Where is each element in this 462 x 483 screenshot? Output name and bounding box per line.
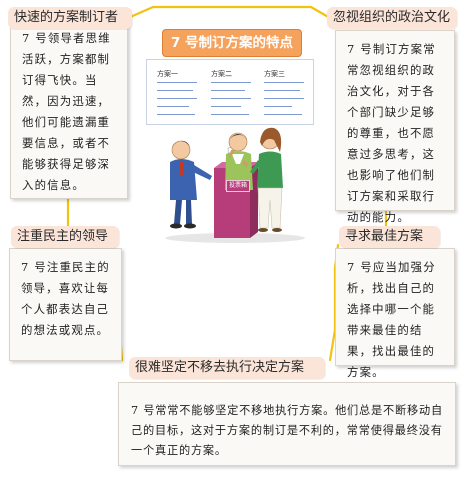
man-left-figure: [170, 140, 212, 229]
doc-line: [264, 90, 300, 92]
doc-line: [157, 106, 189, 108]
card-democratic-leader: 7 号注重民主的领导，喜欢让每个人都表达自己的想法或观点。: [9, 248, 122, 361]
doc-line: [211, 106, 241, 108]
card-hard-to-execute: 7 号常常不能够坚定不移地执行方案。他们总是不断移动自己的目标，这对于方案的制订…: [118, 382, 456, 466]
doc-line: [264, 82, 304, 84]
card-fast-planner: 7 号领导者思维活跃，方案都制订得飞快。当然，因为迅速，他们可能遗漏重要信息，或…: [10, 19, 128, 199]
card-ignore-politics: 7 号制订方案常常忽视组织的政治文化，对于各个部门缺少足够的尊重，也不愿意过多思…: [335, 30, 455, 224]
doc-column-3: 方案三: [264, 70, 285, 78]
doc-column-1: 方案一: [157, 70, 178, 78]
card-ignore-politics-text: 7 号制订方案常常忽视组织的政治文化，对于各个部门缺少足够的尊重，也不愿意过多思…: [347, 42, 436, 224]
doc-line: [157, 114, 195, 116]
doc-line: [211, 98, 251, 100]
doc-line: [264, 106, 292, 108]
tag-democratic-leader: 注重民主的领导: [11, 226, 119, 248]
doc-line: [211, 90, 245, 92]
card-fast-planner-text: 7 号领导者思维活跃，方案都制订得飞快。当然，因为迅速，他们可能遗漏重要信息，或…: [22, 31, 111, 192]
card-seek-best-plan: 7 号应当加强分析，找出自己的选择中哪一个能带来最佳的结果，找出最佳的方案。: [335, 248, 455, 379]
ballot-box-label: 投票箱: [226, 180, 250, 192]
doc-line: [264, 114, 302, 116]
tag-ignore-politics: 忽视组织的政治文化: [327, 7, 457, 29]
card-hard-to-execute-text: 7 号常常不能够坚定不移地执行方案。他们总是不断移动自己的目标，这对于方案的制订…: [131, 404, 443, 457]
card-seek-best-plan-text: 7 号应当加强分析，找出自己的选择中哪一个能带来最佳的结果，找出最佳的方案。: [347, 260, 436, 379]
center-title: 7 号制订方案的特点: [162, 29, 302, 57]
plan-document: 方案一 方案二 方案三: [146, 59, 314, 125]
doc-line: [211, 114, 249, 116]
doc-line: [211, 82, 251, 84]
doc-line: [157, 98, 197, 100]
card-democratic-leader-text: 7 号注重民主的领导，喜欢让每个人都表达自己的想法或观点。: [21, 260, 110, 337]
doc-line: [157, 82, 197, 84]
tag-hard-to-execute: 很难坚定不移去执行决定方案: [129, 357, 325, 379]
doc-column-2: 方案二: [211, 70, 232, 78]
tag-seek-best-plan: 寻求最佳方案: [339, 226, 440, 248]
tag-fast-planner: 快速的方案制订者: [8, 7, 132, 29]
woman-right-figure: [250, 127, 283, 232]
doc-line: [157, 90, 193, 92]
doc-line: [264, 98, 304, 100]
frame-top: [126, 5, 332, 20]
